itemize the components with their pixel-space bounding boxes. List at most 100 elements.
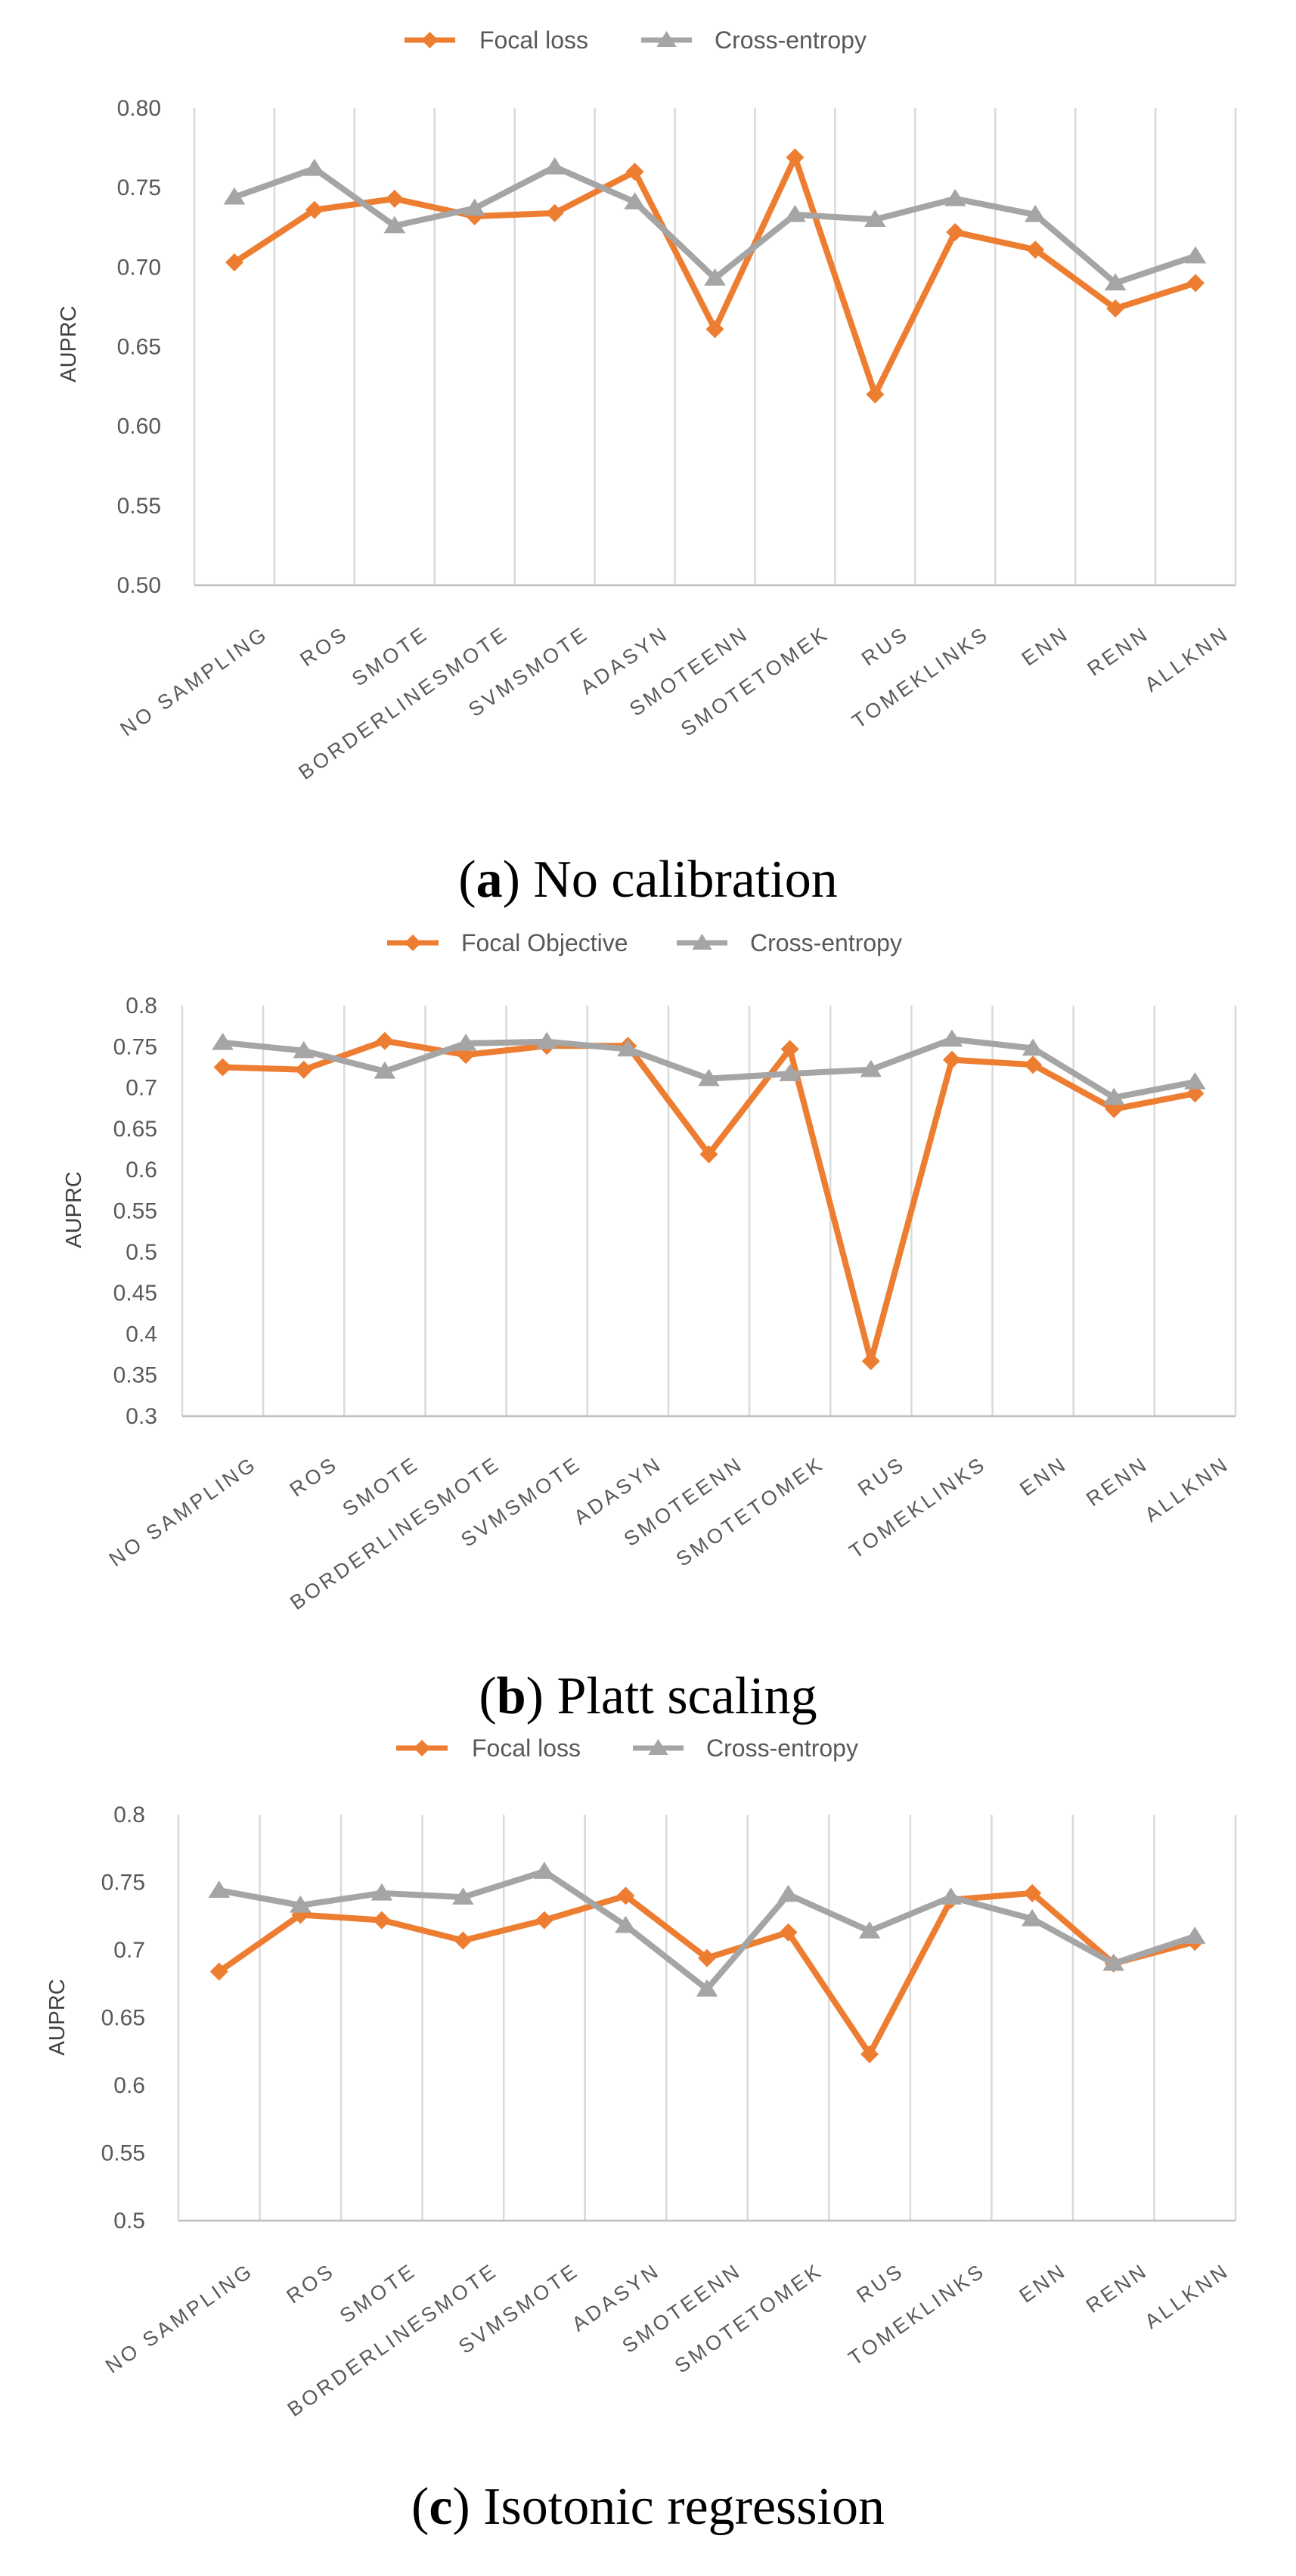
data-point-ce xyxy=(779,1064,801,1081)
data-point-focal xyxy=(698,1948,716,1967)
data-point-ce xyxy=(454,1033,477,1051)
x-tick-label: RUS xyxy=(857,622,913,670)
data-point-focal xyxy=(1023,1883,1042,1902)
series-ce xyxy=(212,1029,1206,1105)
legend-marker-ce xyxy=(692,934,712,950)
y-tick-label: 0.55 xyxy=(113,1199,157,1224)
data-point-focal xyxy=(294,1060,313,1079)
caption-letter: c xyxy=(429,2478,452,2536)
legend: Focal Objective Cross-entropy xyxy=(387,929,902,956)
caption-text: Isotonic regression xyxy=(470,2478,885,2536)
caption-letter: b xyxy=(497,1667,526,1725)
legend-marker-ce xyxy=(648,1739,668,1755)
data-point-focal xyxy=(454,1931,473,1950)
y-tick-label: 0.75 xyxy=(101,1871,145,1896)
data-point-ce xyxy=(293,1040,315,1059)
y-tick-label: 0.65 xyxy=(113,1117,157,1142)
x-tick-label: RENN xyxy=(1082,1452,1152,1511)
legend-label-ce: Cross-entropy xyxy=(706,1734,858,1762)
y-tick-label: 0.65 xyxy=(117,335,161,360)
x-tick-label: RENN xyxy=(1084,622,1154,680)
y-tick-label: 0.55 xyxy=(117,494,161,519)
y-tick-label: 0.65 xyxy=(101,2006,145,2031)
data-point-focal xyxy=(860,2044,879,2063)
y-axis-label: AUPRC xyxy=(45,1979,70,2056)
series-line-focal xyxy=(215,1889,1198,2057)
data-point-focal xyxy=(1186,274,1205,293)
chart-a: 0.50 0.55 0.60 0.65 0.70 0.75 0.80 AUPRC NO SAMP… xyxy=(57,26,1237,909)
data-point-ce xyxy=(864,209,886,227)
x-tick-label: SMOTETOMEK xyxy=(672,1452,829,1570)
data-point-focal xyxy=(209,1962,228,1981)
caption-text: No calibration xyxy=(520,851,838,909)
y-tick-label: 0.50 xyxy=(117,573,161,598)
data-point-ce xyxy=(1184,246,1207,264)
data-point-ce xyxy=(1184,1071,1206,1090)
y-axis-label: AUPRC xyxy=(57,305,81,383)
data-point-focal xyxy=(1024,1056,1043,1074)
x-tick-label: ENN xyxy=(1015,1452,1071,1500)
y-tick-label: 0.4 xyxy=(126,1322,157,1347)
data-point-ce xyxy=(371,1883,393,1901)
data-point-ce xyxy=(303,158,326,176)
caption: (b) Platt scaling xyxy=(479,1667,817,1725)
x-tick-label: ALLKNN xyxy=(1141,1452,1234,1527)
data-point-focal xyxy=(535,1911,553,1930)
data-point-ce xyxy=(544,157,566,175)
data-point-ce xyxy=(704,268,726,286)
caption: (c) Isotonic regression xyxy=(411,2478,885,2536)
data-point-focal xyxy=(699,1145,718,1164)
data-point-ce xyxy=(1021,1908,1043,1927)
x-tick-label: ALLKNN xyxy=(1141,2258,1234,2333)
y-tick-label: 0.8 xyxy=(126,994,157,1018)
data-point-ce xyxy=(860,1059,882,1077)
caption-close: ) xyxy=(452,2478,470,2536)
data-point-ce xyxy=(777,1884,799,1902)
caption-close: ) xyxy=(526,1667,544,1725)
data-point-ce xyxy=(452,1887,474,1905)
series-line-focal xyxy=(219,1037,1198,1365)
y-tick-label: 0.80 xyxy=(117,96,161,121)
caption-close: ) xyxy=(503,851,520,909)
x-tick-label: RUS xyxy=(853,2258,909,2307)
legend-marker-ce xyxy=(656,31,677,47)
x-tick-label: ENN xyxy=(1015,2258,1071,2307)
legend-label-ce: Cross-entropy xyxy=(715,26,867,54)
series-focal xyxy=(225,148,1205,404)
data-point-ce xyxy=(698,1068,720,1087)
caption-open: ( xyxy=(411,2478,429,2536)
data-point-ce xyxy=(290,1895,312,1913)
data-point-ce xyxy=(223,187,246,205)
data-point-ce xyxy=(624,192,646,209)
data-point-ce xyxy=(944,188,966,206)
data-point-focal xyxy=(372,1911,391,1930)
series-focal xyxy=(209,1883,1205,2063)
caption-open: ( xyxy=(479,1667,496,1725)
x-tick-label: RUS xyxy=(854,1452,910,1500)
data-point-ce xyxy=(1022,1038,1044,1056)
data-point-focal xyxy=(385,189,404,208)
data-point-ce xyxy=(941,1029,963,1047)
data-point-ce xyxy=(617,1039,639,1057)
data-point-ce xyxy=(940,1887,962,1905)
data-point-focal xyxy=(779,1923,798,1942)
data-point-focal xyxy=(305,200,324,219)
data-point-focal xyxy=(625,163,644,181)
x-tick-label: ALLKNN xyxy=(1141,622,1234,696)
data-point-ce xyxy=(696,1979,718,1997)
caption-letter: a xyxy=(476,851,503,909)
data-point-focal xyxy=(1106,299,1125,318)
data-point-focal xyxy=(780,1040,799,1059)
x-tick-label: SMOTETOMEK xyxy=(671,2258,827,2377)
chart-b: 0.3 0.35 0.4 0.45 0.5 0.55 0.6 0.65 0.7 0.75 0.8 AU… xyxy=(62,929,1237,1725)
y-tick-label: 0.75 xyxy=(113,1034,157,1059)
x-tick-label: ROS xyxy=(296,622,352,671)
data-point-ce xyxy=(1102,1953,1124,1971)
y-tick-label: 0.7 xyxy=(126,1076,157,1101)
x-tick-label: TOMEKLINKS xyxy=(845,2258,990,2370)
y-tick-label: 0.6 xyxy=(126,1158,157,1183)
legend-marker-focal xyxy=(414,1740,430,1756)
data-point-focal xyxy=(1026,240,1045,259)
data-point-focal xyxy=(946,223,965,242)
